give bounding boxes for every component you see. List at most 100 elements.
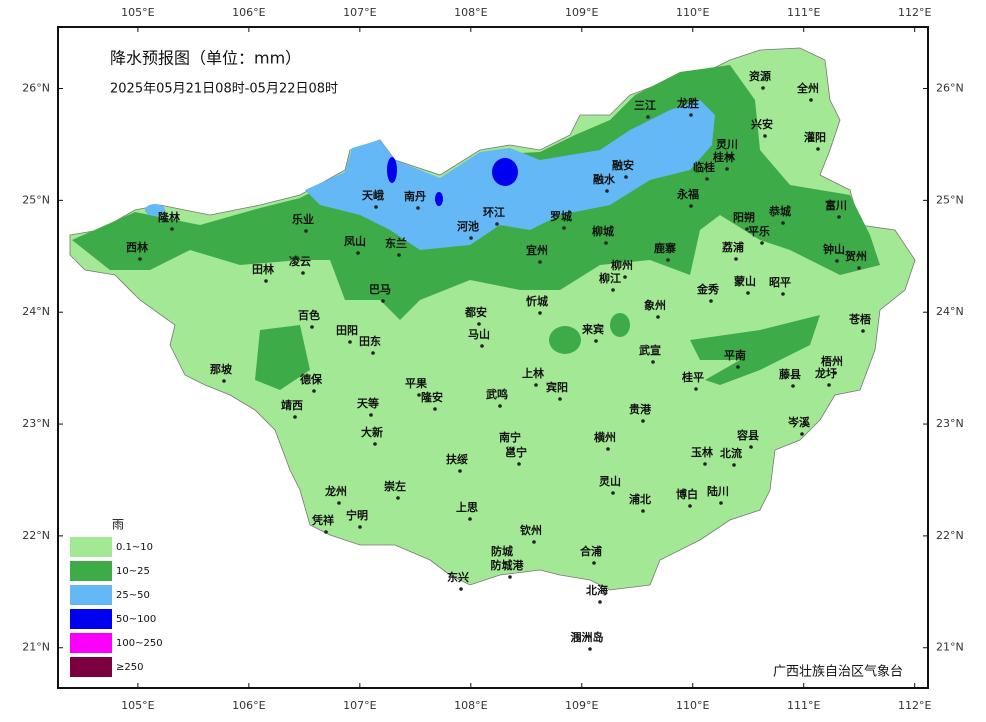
legend-swatch bbox=[70, 657, 112, 677]
city-label: 藤县 bbox=[779, 367, 801, 381]
city-label: 田阳 bbox=[336, 323, 358, 337]
city-dot bbox=[694, 387, 698, 391]
city-label: 邕宁 bbox=[505, 445, 527, 459]
city-dot bbox=[689, 204, 693, 208]
city-dot bbox=[689, 113, 693, 117]
city-dot bbox=[468, 517, 472, 521]
city-dot bbox=[469, 236, 473, 240]
city-label: 钦州 bbox=[520, 523, 542, 537]
lat-label: 22°N bbox=[936, 529, 964, 542]
city-label: 荔浦 bbox=[721, 240, 744, 254]
city-dot bbox=[324, 530, 328, 534]
city-label: 贵港 bbox=[629, 402, 652, 416]
city-dot bbox=[358, 525, 362, 529]
city-dot bbox=[558, 397, 562, 401]
city-label: 武宣 bbox=[639, 343, 661, 357]
legend-label: 25~50 bbox=[116, 590, 150, 601]
city-dot bbox=[725, 167, 729, 171]
city-label: 灌阳 bbox=[804, 130, 826, 144]
city-label: 百色 bbox=[298, 308, 320, 322]
city-dot bbox=[857, 266, 861, 270]
city-dot bbox=[312, 389, 316, 393]
city-label: 平乐 bbox=[748, 224, 770, 238]
city-label: 忻城 bbox=[526, 294, 548, 308]
city-label: 那坡 bbox=[210, 362, 233, 376]
city-dot bbox=[538, 311, 542, 315]
map-title: 降水预报图（单位：mm） bbox=[110, 49, 301, 68]
city-dot bbox=[356, 251, 360, 255]
city-label: 凭祥 bbox=[311, 513, 334, 527]
lat-label: 26°N bbox=[22, 82, 50, 95]
city-label: 昭平 bbox=[769, 276, 791, 289]
city-dot bbox=[170, 227, 174, 231]
city-label: 宜州 bbox=[526, 243, 548, 257]
region-darkblue bbox=[387, 157, 397, 183]
city-label: 龙州 bbox=[324, 484, 347, 498]
city-dot bbox=[651, 360, 655, 364]
city-label: 凌云 bbox=[289, 254, 311, 268]
city-label: 融安 bbox=[612, 158, 634, 172]
region-green bbox=[255, 325, 310, 390]
city-label: 苍梧 bbox=[848, 312, 871, 326]
lon-label: 111°E bbox=[787, 699, 820, 712]
city-label: 岑溪 bbox=[787, 415, 811, 429]
region-darkblue bbox=[435, 192, 443, 206]
region-darkblue bbox=[492, 158, 518, 186]
lon-label: 110°E bbox=[676, 699, 709, 712]
city-dot bbox=[666, 258, 670, 262]
city-dot bbox=[861, 329, 865, 333]
city-dot bbox=[835, 259, 839, 263]
legend-label: 50~100 bbox=[116, 614, 156, 625]
city-label: 平果 bbox=[405, 377, 427, 390]
city-label: 都安 bbox=[464, 305, 487, 319]
city-label: 巴马 bbox=[369, 283, 391, 296]
city-dot bbox=[508, 575, 512, 579]
lon-label: 107°E bbox=[343, 6, 376, 19]
lon-label: 107°E bbox=[343, 699, 376, 712]
city-dot bbox=[791, 384, 795, 388]
city-label: 河池 bbox=[457, 219, 479, 233]
city-dot bbox=[623, 275, 627, 279]
city-dot bbox=[705, 177, 709, 181]
city-label: 三江 bbox=[634, 98, 656, 112]
lon-label: 105°E bbox=[121, 6, 154, 19]
city-dot bbox=[719, 501, 723, 505]
city-dot bbox=[709, 299, 713, 303]
city-dot bbox=[592, 561, 596, 565]
city-label: 乐业 bbox=[292, 212, 314, 226]
city-dot bbox=[301, 271, 305, 275]
legend-swatch bbox=[70, 585, 112, 605]
map-frame bbox=[57, 26, 929, 689]
city-label: 环江 bbox=[483, 205, 505, 219]
city-label: 天峨 bbox=[362, 188, 384, 202]
city-dot bbox=[746, 291, 750, 295]
legend-title: 雨 bbox=[112, 518, 124, 532]
city-label: 浦北 bbox=[629, 492, 651, 506]
city-label: 崇左 bbox=[384, 479, 406, 493]
legend-swatch bbox=[70, 633, 112, 653]
city-dot bbox=[397, 253, 401, 257]
city-dot bbox=[641, 419, 645, 423]
lat-label: 23°N bbox=[936, 417, 964, 430]
lat-label: 25°N bbox=[936, 193, 964, 206]
lat-label: 26°N bbox=[936, 82, 964, 95]
city-label: 田林 bbox=[252, 262, 274, 276]
lon-label: 109°E bbox=[565, 6, 598, 19]
city-label: 防城 bbox=[491, 544, 513, 558]
city-label: 博白 bbox=[676, 487, 698, 501]
city-label: 蒙山 bbox=[734, 274, 756, 288]
city-label: 平南 bbox=[724, 348, 746, 362]
city-label: 玉林 bbox=[691, 445, 713, 459]
city-label: 北海 bbox=[586, 583, 608, 597]
legend-swatch bbox=[70, 609, 112, 629]
city-dot bbox=[337, 501, 341, 505]
city-dot bbox=[293, 415, 297, 419]
city-label: 横州 bbox=[594, 430, 616, 444]
city-label: 扶绥 bbox=[446, 452, 468, 466]
lat-label: 23°N bbox=[22, 417, 50, 430]
city-label: 隆安 bbox=[421, 390, 443, 404]
city-label: 东兴 bbox=[447, 570, 469, 584]
city-label: 龙胜 bbox=[676, 96, 699, 110]
lat-label: 22°N bbox=[22, 529, 50, 542]
city-label: 上林 bbox=[522, 366, 544, 380]
